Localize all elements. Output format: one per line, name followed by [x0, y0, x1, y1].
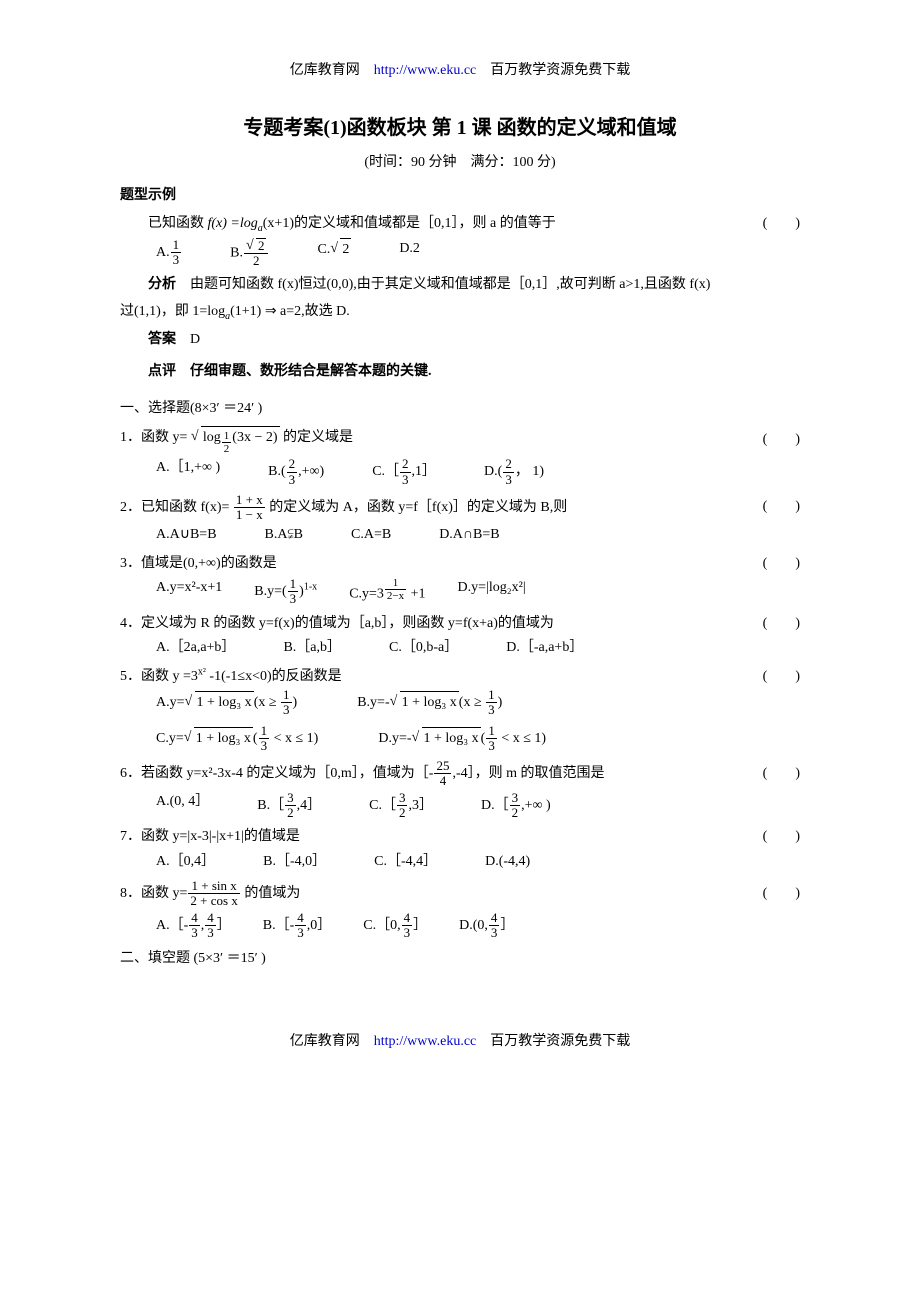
q6: 6．若函数 y=x²-3x-4 的定义域为［0,m］，值域为［-254,-4］，… [120, 759, 800, 789]
opt-c: C.2 [317, 238, 351, 269]
q1: 1．函数 y= log12(3x − 2) 的定义域是 ( ) [120, 426, 800, 455]
opt-d: D.2 [399, 238, 420, 269]
answer: 答案 D [120, 329, 800, 351]
page-title: 专题考案(1)函数板块 第 1 课 函数的定义域和值域 [120, 112, 800, 144]
q2: 2．已知函数 f(x)= 1 + x1 − x 的定义域为 A，函数 y=f［f… [120, 493, 800, 523]
q7-options: A.［0,4］ B.［-4,0］ C.［-4,4］ D.(-4,4) [120, 851, 800, 873]
q3-options: A.y=x²-x+1 B.y=(13)1-x C.y=312−x +1 D.y=… [120, 577, 800, 607]
comment: 点评 仔细审题、数形结合是解答本题的关键. [120, 361, 800, 383]
example-heading: 题型示例 [120, 185, 800, 207]
section2-heading: 二、填空题 (5×3′ ＝15′ ) [120, 948, 800, 970]
q2-options: A.A∪B=B B.A⫋B C.A=B D.A∩B=B [120, 524, 800, 546]
footer-source: 亿库教育网 http://www.eku.cc 百万教学资源免费下载 [120, 1031, 800, 1053]
exam-meta: (时间：90 分钟 满分：100 分) [120, 152, 800, 174]
q1-options: A.［1,+∞ ) B.(23,+∞) C.［23,1］ D.(23， 1) [120, 457, 800, 487]
q4: 4．定义域为 R 的函数 y=f(x)的值域为［a,b］，则函数 y=f(x+a… [120, 613, 800, 635]
q5-options: A.y=1 + log₃ x(x ≥ 13) B.y=-1 + log₃ x(x… [120, 688, 800, 753]
section1-heading: 一、选择题(8×3′ ＝24′ ) [120, 398, 800, 420]
opt-a: A.13 [156, 238, 182, 269]
analysis: 分析 由题可知函数 f(x)恒过(0,0),由于其定义域和值域都是［0,1］,故… [120, 274, 800, 296]
example-stem: 已知函数 f(x) =loga(x+1)的定义域和值域都是［0,1］，则 a 的… [120, 213, 800, 235]
example-options: A.13 B.22 C.2 D.2 [120, 238, 800, 269]
q5: 5．函数 y =3x² -1(-1≤x<0)的反函数是 ( ) [120, 666, 800, 688]
q6-options: A.(0, 4］ B.［32,4］ C.［32,3］ D.［32,+∞ ) [120, 791, 800, 821]
q8-options: A.［-43,43］ B.［-43,0］ C.［0,43］ D.(0,43］ [120, 911, 800, 941]
opt-b: B.22 [230, 238, 269, 269]
q8: 8．函数 y=1 + sin x2 + cos x 的值域为 ( ) [120, 879, 800, 909]
q4-options: A.［2a,a+b］ B.［a,b］ C.［0,b-a］ D.［-a,a+b］ [120, 637, 800, 659]
header-source: 亿库教育网 http://www.eku.cc 百万教学资源免费下载 [120, 60, 800, 82]
q3: 3．值域是(0,+∞)的函数是 ( ) [120, 553, 800, 575]
analysis-line2: 过(1,1)，即 1=loga(1+1) ⇒ a=2,故选 D. [120, 301, 800, 323]
q7: 7．函数 y=|x-3|-|x+1|的值域是 ( ) [120, 826, 800, 848]
